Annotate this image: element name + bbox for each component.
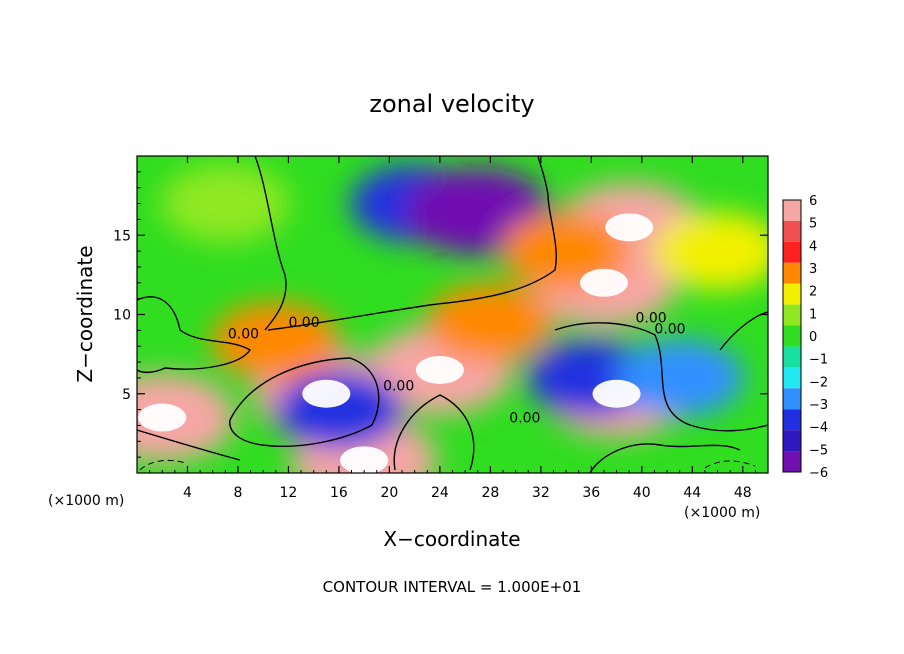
x-tick-label: 16 (330, 485, 348, 501)
y-tick-label: 5 (122, 387, 131, 403)
x-tick-label: 28 (481, 485, 499, 501)
x-tick-label: 36 (582, 485, 600, 501)
contour-label: 0.00 (383, 379, 414, 395)
colorbar-label: −6 (809, 466, 828, 481)
field-core-2 (605, 213, 654, 242)
colorbar-label: −1 (809, 353, 828, 368)
colorbar-swatch (783, 451, 801, 472)
colorbar-swatch (783, 367, 801, 389)
y-axis-label: Z−coordinate (73, 245, 97, 382)
x-axis: 4 8 12 16 20 24 28 32 36 40 44 48 (149, 156, 756, 501)
contour-right (554, 322, 768, 432)
colorbar-label: −2 (809, 375, 828, 390)
x-tick-label: 4 (183, 485, 192, 501)
colorbar-label: 2 (809, 285, 817, 300)
colorbar-swatch (783, 262, 801, 284)
field-core-7 (415, 355, 464, 384)
contour-bottom-left (137, 429, 241, 461)
colorbar-swatch (783, 283, 801, 305)
y-tick-label: 10 (113, 308, 131, 324)
colorbar-swatch (783, 346, 801, 368)
colorbar-label: 6 (809, 194, 817, 209)
contour-label: 0.00 (654, 322, 685, 338)
x-unit-right: (×1000 m) (684, 505, 760, 521)
colorbar-swatch (783, 325, 801, 347)
x-tick-label: 8 (233, 485, 242, 501)
colorbar-label: 3 (809, 262, 817, 277)
colorbar: 6 5 4 3 2 1 0 −1 −2 −3 −4 −5 −6 (782, 194, 828, 481)
field-feature-9 (425, 283, 555, 362)
contour-upper-band (267, 156, 557, 331)
y-tick-label: 15 (113, 228, 131, 244)
contour-interval-note: CONTOUR INTERVAL = 1.000E+01 (323, 578, 582, 596)
colorbar-label: 0 (809, 330, 817, 345)
colorbar-swatch (783, 304, 801, 326)
x-unit-left: (×1000 m) (48, 493, 124, 509)
dashed-contour-right (704, 460, 756, 469)
colorbar-swatch (783, 430, 801, 452)
contour-label: 0.00 (288, 315, 319, 331)
colorbar-swatch (783, 388, 801, 410)
contour-left-band (137, 296, 251, 374)
zero-contour-lines (137, 156, 768, 473)
contour-upper-left (254, 156, 287, 331)
contour-bottom-right (589, 443, 741, 473)
colorbar-swatch (783, 409, 801, 431)
x-tick-label: 40 (633, 485, 651, 501)
contour-label: 0.00 (228, 326, 259, 342)
contour-far-right (719, 311, 768, 351)
colorbar-label: −3 (809, 398, 828, 413)
field-core-6 (302, 379, 351, 408)
x-tick-label: 24 (431, 485, 449, 501)
contour-label: 0.00 (509, 410, 540, 426)
field-core-3 (579, 268, 628, 297)
colorbar-frame (782, 199, 802, 473)
contour-mid-loop (229, 357, 380, 447)
colorbar-label: 5 (809, 217, 817, 232)
x-axis-label: X−coordinate (383, 527, 520, 551)
dashed-contour-left (139, 459, 186, 471)
x-tick-label: 12 (280, 485, 298, 501)
x-tick-label: 20 (380, 485, 398, 501)
x-tick-label: 48 (734, 485, 752, 501)
plot-area (137, 156, 768, 473)
field-feature-8 (211, 302, 341, 381)
colorbar-label: −5 (809, 443, 828, 458)
field-feature-13 (615, 338, 745, 417)
colorbar-swatch (783, 200, 801, 221)
x-tick-label: 32 (532, 485, 550, 501)
field-core-10 (340, 446, 389, 473)
field-feature-15 (160, 164, 290, 243)
colorbar-swatch (783, 241, 801, 263)
colorbar-label: −4 (809, 421, 828, 436)
contour-center (393, 394, 475, 471)
negative-contours (139, 459, 756, 471)
colorbar-label: 1 (809, 307, 817, 322)
field-feature-16 (653, 212, 768, 291)
colorbar-label: 4 (809, 239, 817, 254)
field-core-11 (592, 379, 641, 408)
colorbar-swatch (783, 220, 801, 242)
contour-label: 0.00 (635, 310, 666, 326)
x-tick-label: 44 (683, 485, 701, 501)
chart-title: zonal velocity (369, 90, 534, 118)
field-core-5 (138, 403, 187, 432)
y-axis: 5 10 15 (113, 171, 768, 458)
